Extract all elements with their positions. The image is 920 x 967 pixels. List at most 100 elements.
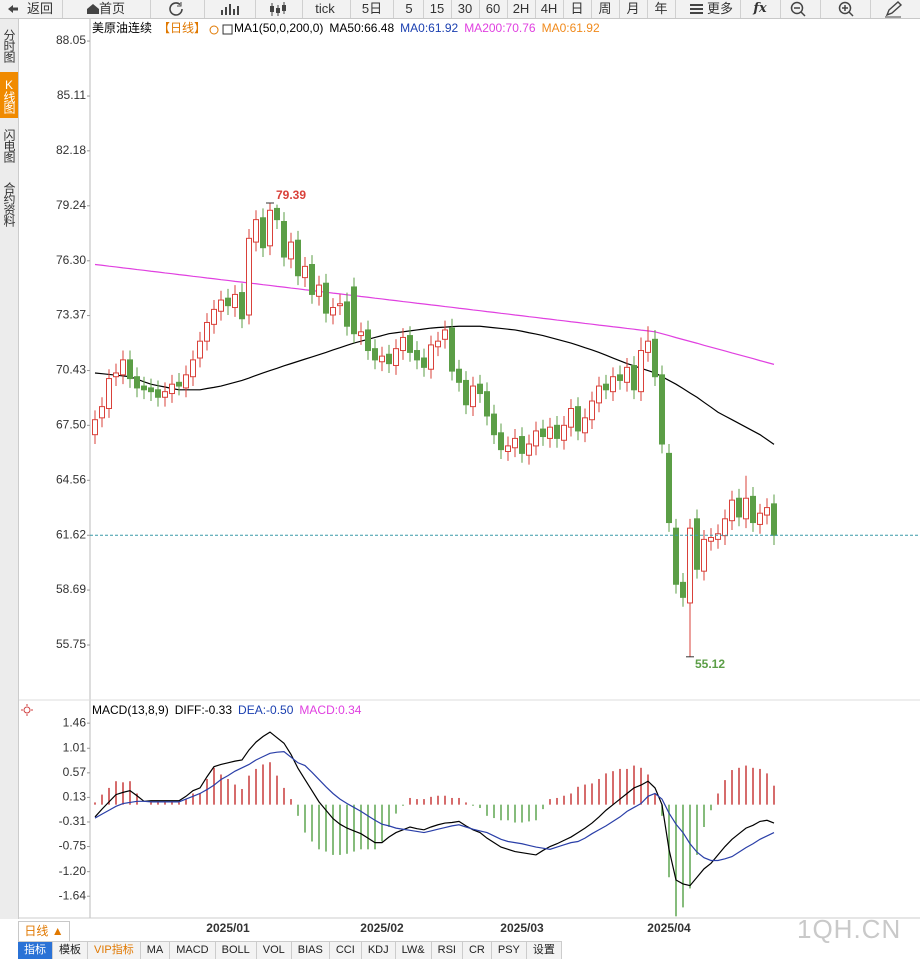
toolbar-button[interactable]: 4H — [540, 1, 558, 16]
macd-bar — [409, 797, 411, 805]
macd-bar — [451, 797, 453, 805]
candle-body — [568, 407, 574, 428]
toolbar-button[interactable]: 月 — [626, 1, 640, 16]
candle-body — [267, 209, 273, 247]
toolbar-button[interactable]: 年 — [654, 1, 668, 16]
macd-bar — [633, 765, 635, 805]
candle-body — [624, 366, 630, 383]
indicator-tab[interactable]: VIP指标 — [88, 942, 141, 959]
macd-bar — [703, 804, 705, 827]
candle-body — [225, 297, 231, 307]
toolbar-icons — [8, 1, 903, 18]
toolbar-button[interactable]: 5日 — [361, 1, 383, 16]
indicator-tab[interactable]: MA — [140, 942, 171, 959]
candle-body — [253, 219, 259, 243]
macd-bar — [773, 785, 775, 805]
toolbar-separator — [740, 0, 741, 18]
candle-body — [470, 385, 476, 408]
toolbar-button[interactable]: 返回 — [26, 1, 54, 16]
legend-text: MA200:70.76 — [464, 21, 536, 35]
macd-bar — [171, 802, 173, 805]
candle-body — [736, 497, 742, 518]
candle-body — [610, 376, 616, 393]
y-tick-label: 67.50 — [56, 417, 86, 431]
macd-bar — [339, 804, 341, 855]
candle-body — [512, 437, 518, 449]
period-tab[interactable]: 日线 ▲ — [18, 921, 70, 942]
macd-bar — [430, 796, 432, 805]
candle-body — [344, 301, 350, 327]
candle-body — [323, 282, 329, 314]
toolbar-button[interactable]: 2H — [512, 1, 530, 16]
low-annotation: 55.12 — [695, 657, 725, 671]
sidebar-tab[interactable]: K线图 — [0, 72, 18, 118]
candle-body — [414, 350, 420, 361]
candle-body — [575, 406, 581, 432]
candle-body — [652, 338, 658, 378]
indicator-tab[interactable]: RSI — [431, 942, 463, 959]
y-tick-label: 58.69 — [56, 582, 86, 596]
macd-bar — [542, 804, 544, 810]
macd-bar — [486, 804, 488, 816]
toolbar-button[interactable]: 60 — [485, 1, 501, 16]
macd-bar — [710, 804, 712, 811]
macd-bar — [367, 804, 369, 850]
candle-body — [722, 518, 728, 537]
macd-bar — [759, 768, 761, 805]
legend-text: MA0:61.92 — [400, 21, 458, 35]
toolbar-button[interactable]: fx — [753, 1, 767, 16]
toolbar-button[interactable]: 日 — [570, 1, 584, 16]
legend-text: DIFF:-0.33 — [175, 703, 233, 717]
toolbar-button[interactable]: 5 — [405, 1, 413, 16]
sidebar-tab[interactable]: 合约资料 — [2, 182, 16, 226]
indicator-tab[interactable]: 设置 — [526, 942, 562, 959]
indicator-tab[interactable]: BOLL — [215, 942, 257, 959]
indicator-tab[interactable]: VOL — [256, 942, 292, 959]
indicator-tab[interactable]: 模板 — [53, 942, 88, 959]
macd-bar — [290, 799, 292, 805]
legend-text: 美原油连续 — [92, 20, 152, 35]
toolbar-button[interactable]: 首页 — [98, 1, 126, 16]
legend-icon — [209, 25, 219, 35]
sidebar-tab[interactable]: 分时图 — [2, 28, 16, 62]
toolbar-button[interactable]: 更多 — [706, 1, 734, 16]
macd-bar — [122, 782, 124, 805]
toolbar-button[interactable]: 周 — [598, 1, 612, 16]
candle-body — [113, 372, 119, 378]
toolbar-button[interactable]: 15 — [429, 1, 445, 16]
indicator-tab[interactable]: 指标 — [18, 942, 53, 959]
toolbar-button[interactable]: tick — [315, 1, 335, 16]
indicator-tab[interactable]: CCI — [329, 942, 362, 959]
macd-bar — [738, 767, 740, 805]
candle-body — [316, 284, 322, 297]
macd-bar — [101, 794, 103, 805]
legend-text: MA1(50,0,200,0) — [234, 21, 323, 35]
indicator-tab[interactable]: PSY — [491, 942, 527, 959]
indicator-tab[interactable]: MACD — [170, 942, 216, 959]
macd-bar — [437, 795, 439, 805]
indicator-tab[interactable]: LW& — [395, 942, 432, 959]
candle-body — [638, 350, 644, 393]
macd-bar — [500, 804, 502, 821]
indicator-tab[interactable]: CR — [462, 942, 492, 959]
x-tick-label: 2025/01 — [206, 921, 250, 935]
candle-body — [757, 512, 763, 525]
macd-bar — [612, 771, 614, 805]
sidebar-tab[interactable]: 闪电图 — [2, 128, 16, 162]
indicator-tab[interactable]: BIAS — [291, 942, 330, 959]
candle-body — [141, 385, 147, 391]
indicator-tab[interactable]: KDJ — [361, 942, 396, 959]
y-tick-label: 1.46 — [63, 715, 87, 729]
macd-bar — [591, 783, 593, 805]
candle-body — [358, 331, 364, 337]
y-tick-label: 73.37 — [56, 308, 86, 322]
legend-text: MACD(13,8,9) — [92, 703, 169, 717]
y-tick-label: 0.57 — [63, 765, 87, 779]
macd-bar — [717, 793, 719, 805]
toolbar-button[interactable]: 30 — [457, 1, 473, 16]
legend-text: MA50:66.48 — [329, 21, 394, 35]
toolbar: 返回 首页 tick 5日 5 15 30 60 2H 4H 日周月年 更多 fx — [0, 0, 920, 19]
macd-bar — [675, 804, 677, 917]
toolbar-separator — [563, 0, 564, 18]
candle-body — [330, 307, 336, 316]
